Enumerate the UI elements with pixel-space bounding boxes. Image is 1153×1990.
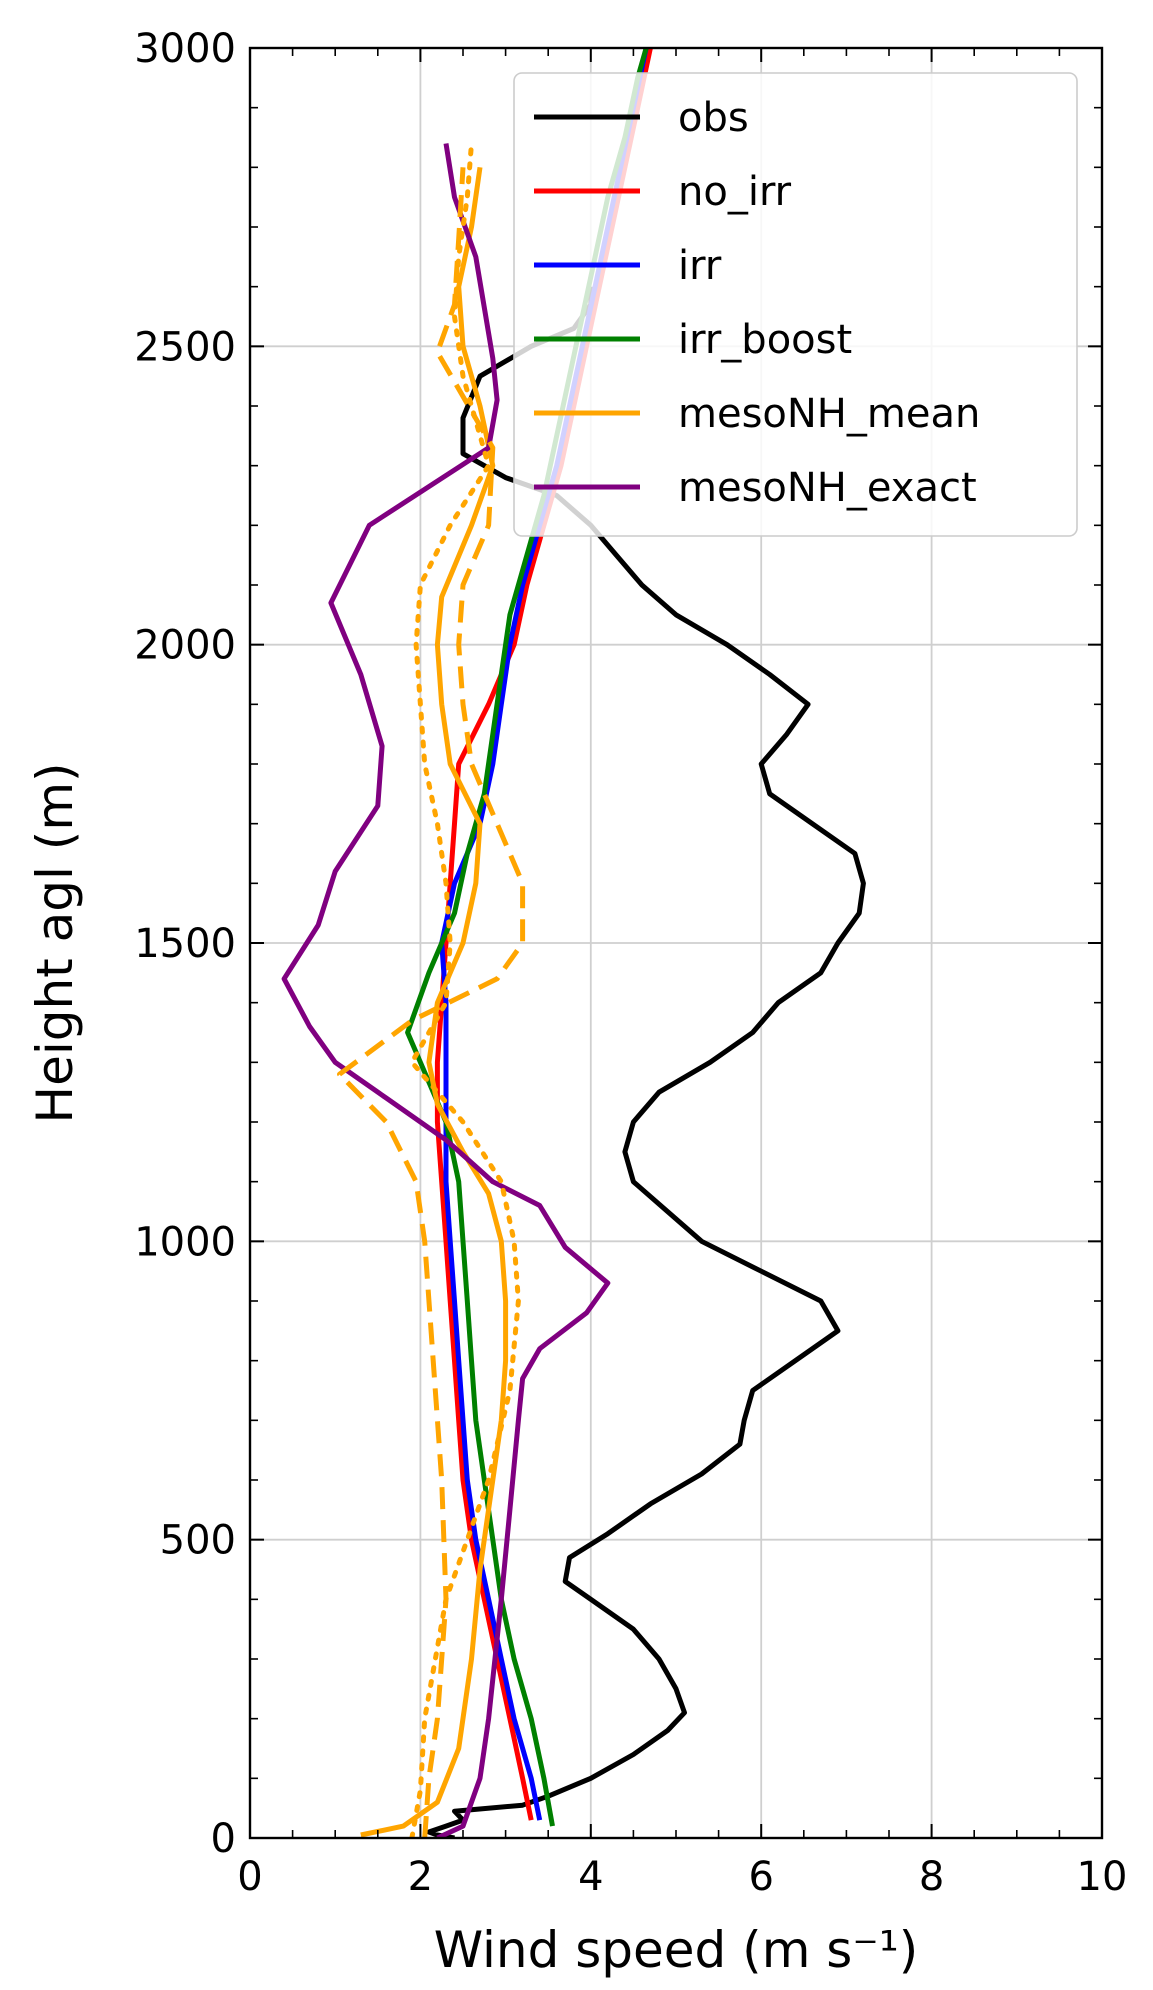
x-tick-label: 0 (237, 1854, 262, 1900)
series-line-5 (281, 143, 611, 1838)
series-line-6 (337, 167, 526, 1838)
y-axis-label: Height agl (m) (26, 762, 84, 1123)
series-line-7 (409, 141, 521, 1838)
legend-label: irr_boost (678, 317, 852, 363)
legend-label: obs (678, 95, 749, 141)
legend-label: mesoNH_mean (678, 391, 980, 437)
y-tick-label: 1000 (134, 1219, 236, 1265)
legend-label: no_irr (678, 169, 792, 215)
y-tick-label: 2000 (134, 623, 236, 669)
y-tick-label: 1500 (134, 921, 236, 967)
x-axis-label: Wind speed (m s⁻¹) (434, 1921, 919, 1979)
y-tick-label: 500 (160, 1518, 236, 1564)
legend-box (513, 72, 1078, 537)
axis-ticks: 0 2 4 6 8 10 0 500 1000 1500 2000 2500 3000 (134, 26, 1127, 1900)
series-line-0 (426, 286, 866, 1838)
y-tick-label: 2500 (134, 324, 236, 370)
x-tick-label: 4 (578, 1854, 603, 1900)
legend-label: mesoNH_exact (678, 465, 977, 511)
x-tick-label: 10 (1077, 1854, 1128, 1900)
y-tick-label: 3000 (134, 26, 236, 72)
x-tick-label: 6 (748, 1854, 773, 1900)
x-tick-label: 8 (919, 1854, 944, 1900)
y-tick-label: 0 (211, 1816, 236, 1862)
legend-label: irr (678, 243, 722, 289)
x-tick-label: 2 (408, 1854, 433, 1900)
